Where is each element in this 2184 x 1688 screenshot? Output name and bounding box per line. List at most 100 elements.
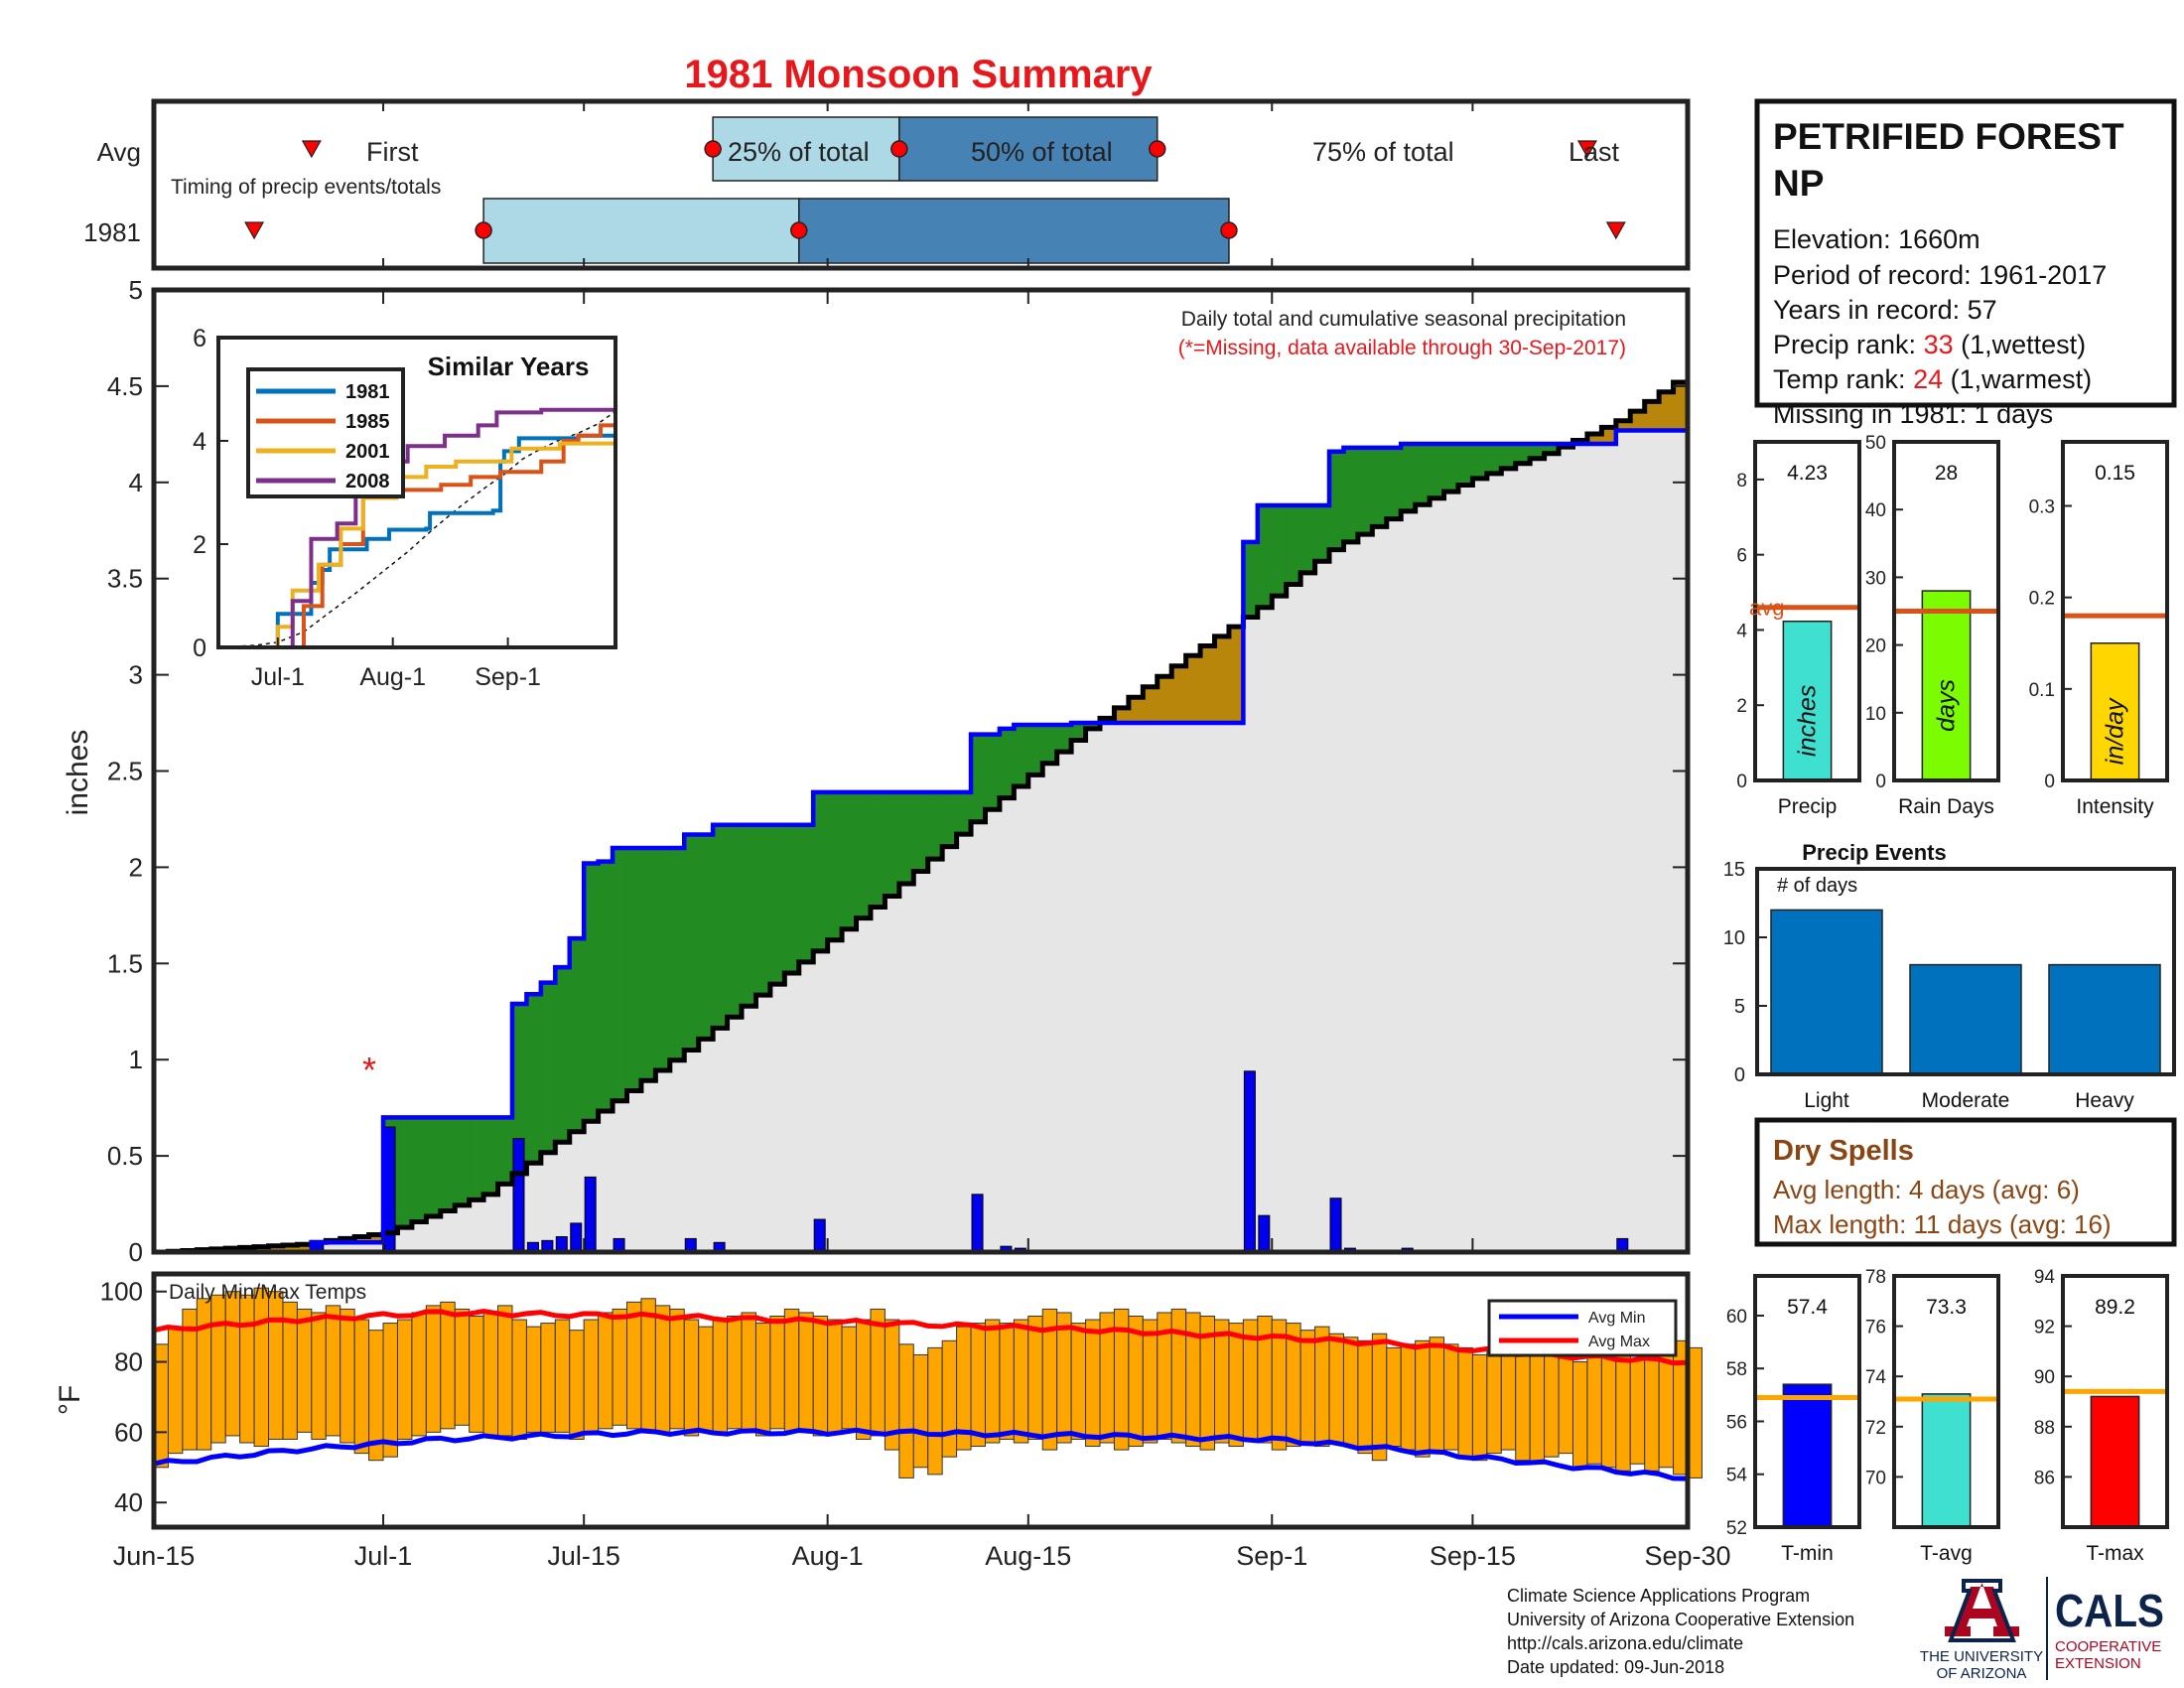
season-fill-day-66	[1099, 723, 1116, 1252]
events-bar-light	[1770, 909, 1883, 1075]
above-avg-fill-day-27	[540, 982, 556, 1153]
season-fill-day-38	[698, 1039, 714, 1252]
temp-range-bar-28	[554, 1319, 571, 1433]
temp-range-bar-65	[1085, 1319, 1101, 1448]
temp-range-bar-58	[984, 1319, 1001, 1444]
season-temp-frame-2	[2061, 1274, 2169, 1529]
season-fill-day-88	[1415, 504, 1431, 1253]
season-fill-day-56	[956, 834, 972, 1252]
timing-note: Timing of precip events/totals	[171, 176, 441, 199]
season-fill-day-40	[727, 1017, 743, 1252]
events-ytick-label-2: 10	[1723, 927, 1745, 949]
temps-title: Daily Min/Max Temps	[169, 1281, 366, 1304]
season-fill-day-51	[885, 896, 900, 1252]
season-fill-day-13	[340, 1242, 355, 1252]
totals-value-label-0: 4.23	[1787, 462, 1828, 485]
precip-rank-suffix: (1,wettest)	[1954, 330, 2087, 359]
above-avg-fill-day-21	[455, 1117, 471, 1205]
station-temp-rank: Temp rank: 24 (1,warmest)	[1773, 364, 2092, 394]
timing-y1981-q50-marker	[790, 221, 808, 239]
avg-max-line	[153, 1309, 1689, 1366]
above-avg-fill-day-88	[1415, 444, 1431, 505]
above-avg-fill-day-77	[1257, 505, 1273, 608]
above-avg-fill-day-33	[626, 848, 642, 1091]
similar-years-inset: Similar Years 1981 1985 2001 2008 0 2 4 6 Jul-1…	[193, 325, 617, 691]
above-avg-fill-day-78	[1272, 505, 1288, 597]
legend-avg-min: Avg Min	[1588, 1310, 1646, 1327]
above-avg-fill-day-87	[1401, 444, 1417, 511]
above-avg-fill-day-18	[411, 1117, 427, 1222]
main-ytick-label-5: 2.5	[107, 757, 143, 786]
above-avg-fill-day-17	[397, 1117, 413, 1228]
above-avg-fill-day-90	[1443, 444, 1459, 492]
temp-range-bar-32	[612, 1308, 627, 1426]
temp-range-bar-25	[511, 1319, 527, 1440]
season-fill-day-21	[455, 1204, 471, 1252]
temp-range-bar-46	[812, 1316, 829, 1437]
temp-range-bar-97	[1544, 1353, 1560, 1458]
temp-ytick-label-1: 60	[114, 1417, 143, 1447]
temp-range-bar-11	[311, 1312, 327, 1440]
season-fill-day-41	[742, 1006, 757, 1252]
precip-rank-value: 33	[1924, 330, 1954, 359]
credits-line4: Date updated: 09-Jun-2018	[1507, 1657, 1724, 1677]
below-avg-fill-day-74	[1214, 635, 1230, 724]
totals-frame-1	[1892, 440, 2000, 782]
above-avg-fill-day-79	[1286, 505, 1301, 585]
date-xtick-label-2: Jul-15	[547, 1541, 620, 1571]
cumulative-1981-line	[154, 428, 1688, 1255]
temp-range-bar-81	[1314, 1326, 1330, 1448]
events-ytick-label-1: 5	[1734, 996, 1745, 1018]
temp-range-bar-23	[482, 1312, 499, 1437]
season-fill-day-81	[1314, 561, 1330, 1252]
daily-precip-bar-2	[512, 1138, 525, 1253]
temp-ytick-label-2: 80	[114, 1347, 143, 1377]
totals-ytick-label-2-3: 0.3	[2029, 497, 2055, 518]
season-fill-day-55	[942, 846, 958, 1252]
above-avg-fill-day-38	[698, 834, 714, 1040]
date-xtick-label-5: Sep-1	[1236, 1541, 1307, 1571]
below-avg-fill-day-70	[1157, 676, 1172, 724]
above-avg-fill-day-50	[870, 791, 887, 908]
temp-range-bar-59	[999, 1323, 1015, 1440]
timing-avg-last-marker	[1576, 140, 1597, 159]
season-temp-label-0: T-min	[1781, 1542, 1834, 1565]
season-fill-day-105	[1659, 430, 1675, 1252]
temp-range-bar-45	[798, 1312, 814, 1433]
above-avg-fill-day-92	[1472, 444, 1488, 479]
main-ytick-label-9: 4.5	[107, 371, 143, 401]
daily-precip-bar-17	[1243, 1070, 1256, 1253]
temp-range-bar-37	[683, 1319, 700, 1437]
main-ytick-label-7: 3.5	[107, 564, 143, 594]
season-fill-day-86	[1386, 518, 1402, 1252]
totals-ytick-label-0-3: 6	[1736, 546, 1747, 567]
above-avg-fill-day-26	[526, 994, 542, 1164]
season-fill-day-92	[1472, 478, 1488, 1252]
totals-ytick-label-1-2: 20	[1865, 636, 1886, 657]
temp-range-bar-31	[598, 1312, 614, 1430]
above-avg-fill-day-41	[742, 824, 757, 1007]
season-fill-day-96	[1530, 458, 1546, 1252]
season-fill-day-42	[755, 995, 771, 1252]
main-ytick-label-8: 4	[129, 468, 143, 497]
totals-value-label-2: 0.15	[2095, 462, 2135, 485]
temp-ytick-label-3: 100	[100, 1277, 143, 1307]
below-avg-fill-day-8	[268, 1245, 284, 1252]
season-fill-day-101	[1601, 444, 1617, 1252]
season-fill-day-100	[1586, 444, 1602, 1252]
above-avg-fill-day-63	[1056, 724, 1072, 753]
season-fill-day-73	[1200, 723, 1216, 1252]
season-temp-ytick-label-2-2: 90	[2034, 1367, 2055, 1388]
above-avg-fill-day-84	[1357, 447, 1373, 535]
season-temp-frame-0	[1753, 1274, 1861, 1529]
station-elevation: Elevation: 1660m	[1773, 224, 1980, 254]
above-avg-fill-day-31	[598, 861, 614, 1111]
season-fill-day-48	[842, 928, 858, 1252]
temp-range-bar-64	[1070, 1323, 1087, 1440]
season-fill-day-63	[1056, 752, 1072, 1252]
above-avg-fill-day-45	[798, 824, 814, 962]
season-fill-day-87	[1401, 510, 1417, 1252]
season-fill-day-103	[1630, 430, 1646, 1252]
dry-spells-avg: Avg length: 4 days (avg: 6)	[1773, 1175, 2080, 1204]
temp-range-bar-90	[1443, 1343, 1459, 1451]
